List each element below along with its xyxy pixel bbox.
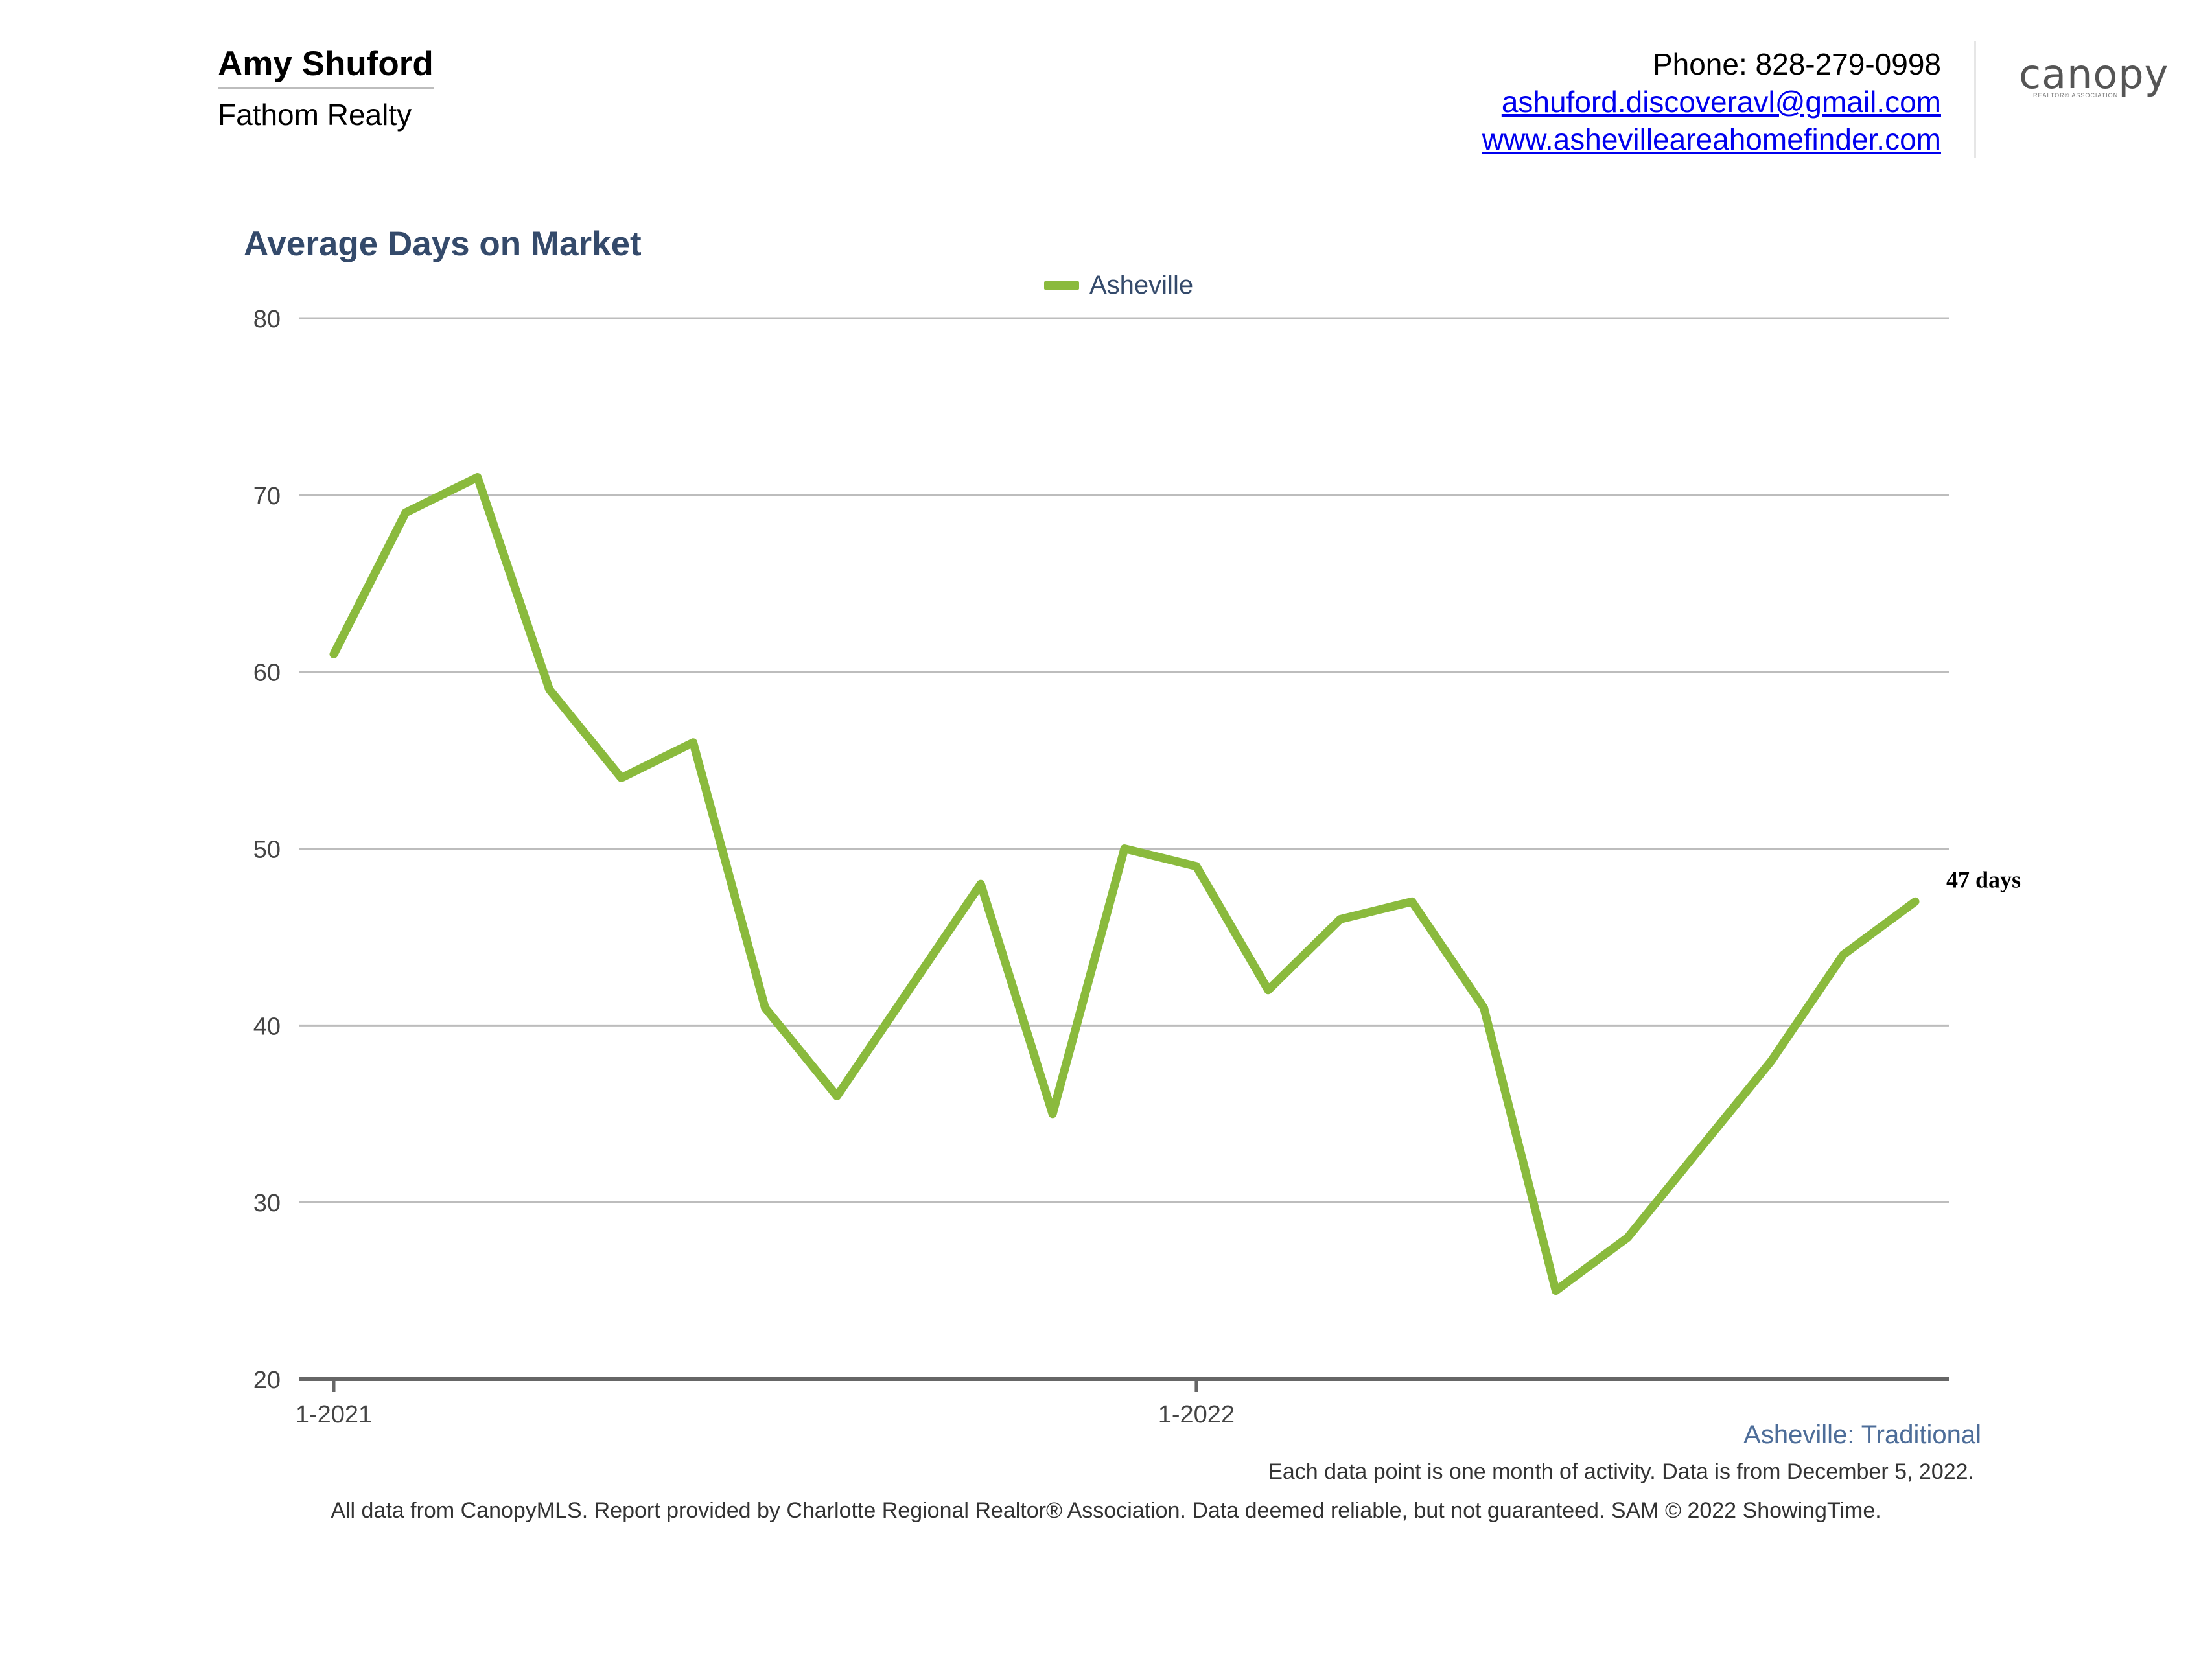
data-point [404, 511, 407, 515]
data-point [1266, 988, 1270, 992]
y-tick-label: 20 [253, 1367, 281, 1394]
series-line-asheville [329, 473, 1920, 1295]
agent-name: Amy Shuford [218, 44, 434, 89]
logo-text: canopy [2019, 51, 2169, 98]
data-point [1482, 1006, 1485, 1010]
data-point [1410, 900, 1414, 903]
data-point [1554, 1289, 1557, 1292]
y-tick-label: 30 [253, 1190, 281, 1217]
legend-label: Asheville [1089, 271, 1194, 299]
data-point [548, 688, 551, 691]
x-tick-label: 1-2021 [296, 1401, 372, 1428]
agent-block: Amy Shuford Fathom Realty [218, 44, 434, 132]
data-point [1338, 918, 1342, 921]
agent-company: Fathom Realty [218, 98, 412, 132]
disclaimer: All data from CanopyMLS. Report provided… [331, 1498, 1881, 1523]
logo-subtext: REALTOR® ASSOCIATION [2033, 92, 2119, 99]
data-point [1123, 847, 1126, 850]
y-tick-label: 40 [253, 1013, 281, 1040]
data-point [620, 776, 623, 780]
end-value-label: 47 days [1946, 866, 2021, 892]
data-point [1914, 900, 1916, 903]
data-point [476, 476, 479, 479]
legend-swatch [1044, 281, 1079, 290]
data-point [763, 1006, 767, 1010]
website-link[interactable]: www.ashevilleareahomefinder.com [1482, 122, 1941, 156]
y-tick-label: 70 [253, 483, 281, 510]
data-point [1842, 953, 1845, 957]
data-point [1626, 1236, 1629, 1239]
series-caption: Asheville: Traditional [1743, 1421, 1981, 1449]
phone-number: Phone: 828-279-0998 [1652, 47, 1941, 81]
data-point [332, 653, 335, 656]
contact-block: Phone: 828-279-0998 ashuford.discoveravl… [1482, 45, 1941, 158]
data-point [1051, 1112, 1054, 1115]
data-note: Each data point is one month of activity… [1268, 1459, 1974, 1484]
chart-title: Average Days on Market [244, 225, 642, 263]
email-link[interactable]: ashuford.discoveravl@gmail.com [1501, 85, 1941, 119]
data-point [692, 741, 695, 744]
canopy-logo: canopy REALTOR® ASSOCIATION [2019, 51, 2169, 109]
data-point [1698, 1148, 1701, 1151]
x-tick-label: 1-2022 [1158, 1401, 1235, 1428]
data-point [835, 1095, 839, 1098]
data-point [907, 988, 911, 992]
data-point [979, 883, 983, 886]
data-point [1770, 1059, 1773, 1062]
y-tick-label: 50 [253, 837, 281, 864]
y-tick-label: 80 [253, 306, 281, 333]
chart-legend: Asheville [1044, 271, 1193, 300]
data-point [1194, 864, 1198, 868]
y-tick-label: 60 [253, 660, 281, 687]
logo-divider [1974, 41, 1976, 158]
